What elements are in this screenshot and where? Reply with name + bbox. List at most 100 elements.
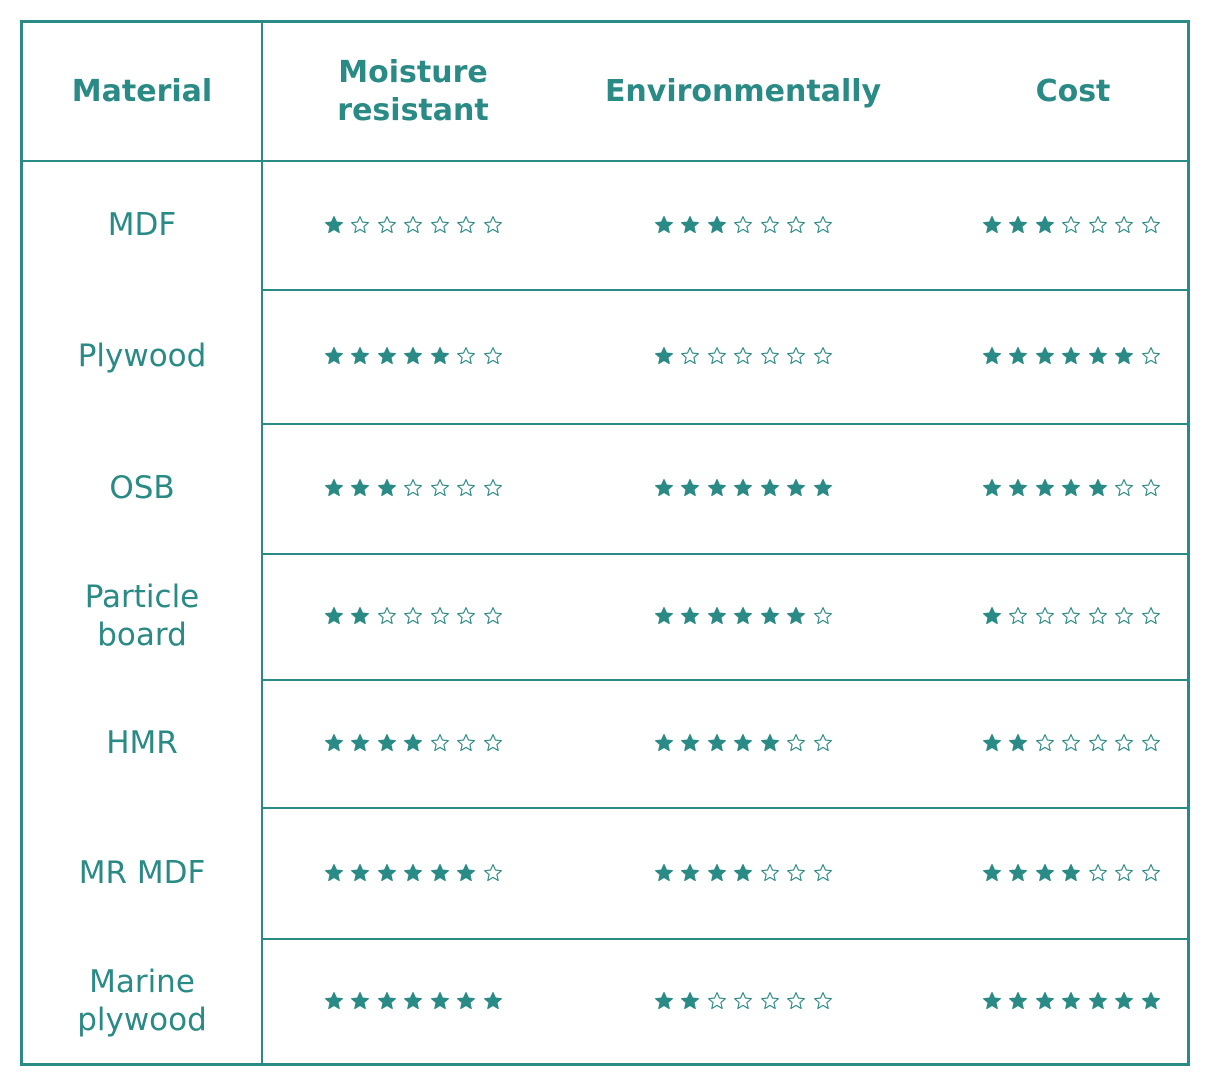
star-empty-icon xyxy=(1137,477,1164,499)
star-filled-icon xyxy=(650,990,677,1012)
star-rating xyxy=(320,990,506,1012)
star-rating xyxy=(320,214,506,236)
star-rating xyxy=(978,732,1164,754)
star-filled-icon xyxy=(320,862,347,884)
star-filled-icon xyxy=(677,990,704,1012)
star-empty-icon xyxy=(756,345,783,367)
star-rating xyxy=(650,605,836,627)
star-empty-icon xyxy=(1111,605,1138,627)
star-empty-icon xyxy=(730,990,757,1012)
star-empty-icon xyxy=(809,605,836,627)
star-filled-icon xyxy=(978,990,1005,1012)
star-filled-icon xyxy=(347,605,374,627)
star-filled-icon xyxy=(320,605,347,627)
material-name: Marine plywood xyxy=(77,963,207,1038)
star-filled-icon xyxy=(1111,990,1138,1012)
star-rating xyxy=(650,214,836,236)
star-empty-icon xyxy=(1111,732,1138,754)
star-filled-icon xyxy=(650,605,677,627)
star-filled-icon xyxy=(1005,477,1032,499)
star-filled-icon xyxy=(320,477,347,499)
star-filled-icon xyxy=(1084,345,1111,367)
star-filled-icon xyxy=(1084,477,1111,499)
star-filled-icon xyxy=(756,477,783,499)
star-empty-icon xyxy=(453,345,480,367)
star-empty-icon xyxy=(1137,732,1164,754)
star-empty-icon xyxy=(1031,605,1058,627)
star-filled-icon xyxy=(978,214,1005,236)
star-empty-icon xyxy=(783,214,810,236)
rating-moisture xyxy=(303,161,523,289)
star-filled-icon xyxy=(1058,345,1085,367)
rating-environment xyxy=(633,423,853,553)
star-filled-icon xyxy=(479,990,506,1012)
star-filled-icon xyxy=(400,990,427,1012)
star-empty-icon xyxy=(756,214,783,236)
star-filled-icon xyxy=(373,732,400,754)
star-empty-icon xyxy=(730,214,757,236)
star-empty-icon xyxy=(1084,862,1111,884)
star-filled-icon xyxy=(1031,990,1058,1012)
star-empty-icon xyxy=(347,214,374,236)
star-empty-icon xyxy=(400,214,427,236)
row-divider xyxy=(261,679,1187,681)
row-divider xyxy=(261,553,1187,555)
star-empty-icon xyxy=(1137,862,1164,884)
star-empty-icon xyxy=(400,477,427,499)
star-filled-icon xyxy=(677,732,704,754)
star-filled-icon xyxy=(1005,990,1032,1012)
star-filled-icon xyxy=(347,732,374,754)
star-empty-icon xyxy=(426,732,453,754)
star-empty-icon xyxy=(756,990,783,1012)
star-filled-icon xyxy=(677,214,704,236)
star-filled-icon xyxy=(978,732,1005,754)
star-rating xyxy=(650,345,836,367)
star-filled-icon xyxy=(400,732,427,754)
star-empty-icon xyxy=(703,990,730,1012)
star-filled-icon xyxy=(703,605,730,627)
star-empty-icon xyxy=(1031,732,1058,754)
star-filled-icon xyxy=(320,214,347,236)
star-rating xyxy=(978,605,1164,627)
rating-environment xyxy=(633,553,853,679)
star-filled-icon xyxy=(347,477,374,499)
star-filled-icon xyxy=(650,732,677,754)
star-empty-icon xyxy=(453,605,480,627)
star-empty-icon xyxy=(426,477,453,499)
star-filled-icon xyxy=(703,477,730,499)
star-empty-icon xyxy=(756,862,783,884)
material-name: Plywood xyxy=(77,338,207,374)
header-moisture: Moisture resistant xyxy=(337,55,489,128)
rating-cost xyxy=(961,938,1181,1063)
header-divider xyxy=(23,160,1187,162)
star-empty-icon xyxy=(677,345,704,367)
rating-moisture xyxy=(303,807,523,938)
star-empty-icon xyxy=(479,862,506,884)
star-filled-icon xyxy=(783,477,810,499)
star-filled-icon xyxy=(809,477,836,499)
rating-cost xyxy=(961,679,1181,807)
star-filled-icon xyxy=(978,862,1005,884)
star-rating xyxy=(978,477,1164,499)
star-empty-icon xyxy=(400,605,427,627)
star-filled-icon xyxy=(703,862,730,884)
star-empty-icon xyxy=(783,990,810,1012)
star-filled-icon xyxy=(978,345,1005,367)
rating-moisture xyxy=(303,423,523,553)
rating-environment xyxy=(633,938,853,1063)
star-filled-icon xyxy=(650,477,677,499)
star-filled-icon xyxy=(1005,732,1032,754)
star-filled-icon xyxy=(730,477,757,499)
star-empty-icon xyxy=(783,862,810,884)
star-empty-icon xyxy=(453,214,480,236)
star-filled-icon xyxy=(1005,214,1032,236)
row-divider xyxy=(261,289,1187,291)
header-environment: Environmentally xyxy=(604,74,882,109)
star-rating xyxy=(320,862,506,884)
star-filled-icon xyxy=(373,862,400,884)
rating-cost xyxy=(961,161,1181,289)
material-name: MDF xyxy=(107,207,177,243)
star-filled-icon xyxy=(1031,477,1058,499)
rating-cost xyxy=(961,807,1181,938)
star-filled-icon xyxy=(677,862,704,884)
